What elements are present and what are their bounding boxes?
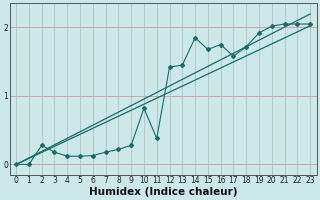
X-axis label: Humidex (Indice chaleur): Humidex (Indice chaleur)	[89, 187, 237, 197]
